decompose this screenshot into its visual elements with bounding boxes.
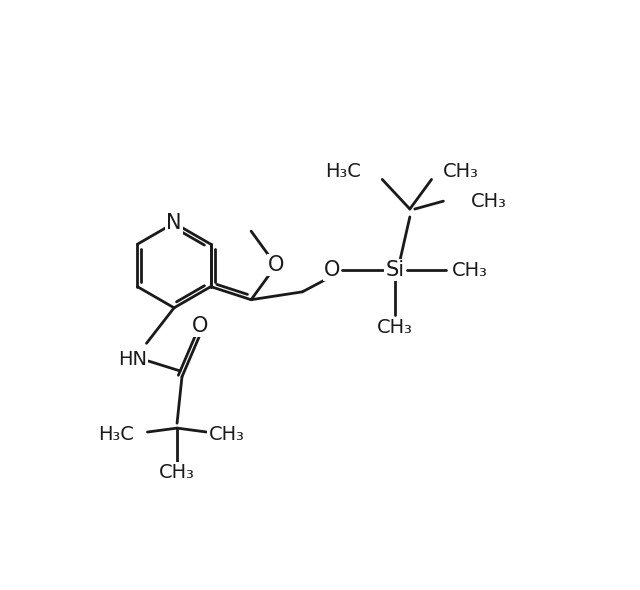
Text: O: O [324, 260, 340, 280]
Text: H₃C: H₃C [98, 425, 134, 444]
Text: CH₃: CH₃ [377, 318, 413, 337]
Text: CH₃: CH₃ [209, 425, 244, 444]
Text: CH₃: CH₃ [443, 162, 479, 181]
Text: N: N [166, 213, 182, 233]
Text: O: O [268, 255, 284, 276]
Text: CH₃: CH₃ [159, 463, 195, 482]
Text: CH₃: CH₃ [452, 261, 488, 280]
Text: CH₃: CH₃ [471, 192, 507, 211]
Text: H₃C: H₃C [325, 162, 361, 181]
Text: Si: Si [385, 260, 404, 280]
Text: O: O [191, 316, 208, 336]
Text: HN: HN [118, 350, 147, 369]
